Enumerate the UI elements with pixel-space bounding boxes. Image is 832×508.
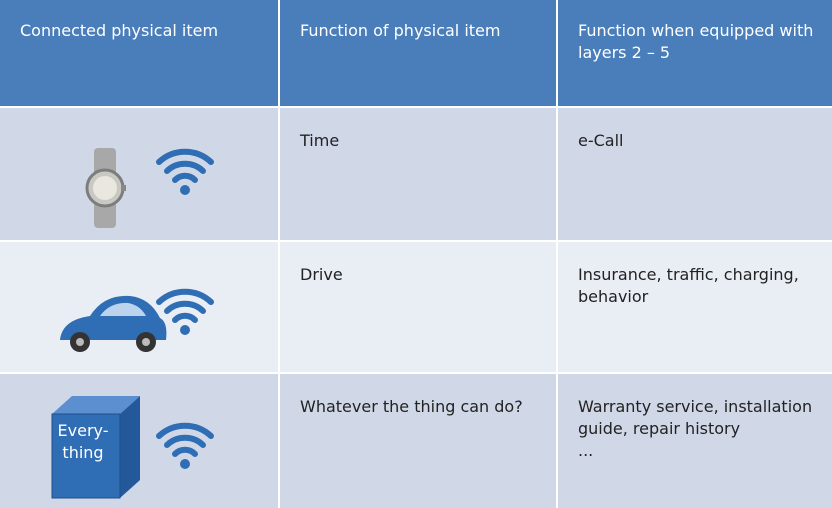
icons	[51, 148, 278, 499]
cell: Warranty service, installation guide, re…	[558, 374, 832, 508]
header-cell: Function when equipped with layers 2 – 5	[558, 0, 832, 106]
header-cell: Function of physical item	[280, 0, 556, 106]
watch-icon	[85, 148, 126, 228]
wifi-icon	[159, 292, 211, 335]
header-cell: Connected physical item	[0, 0, 278, 106]
cell: Insurance, traffic, charging, behavior	[558, 242, 832, 372]
cell: Drive	[280, 242, 556, 372]
wifi-icon	[159, 426, 211, 469]
car-icon	[60, 295, 167, 352]
cube-icon	[51, 396, 140, 499]
wifi-icon	[159, 152, 211, 195]
cell: Whatever the thing can do?	[280, 374, 556, 508]
icon-cell	[0, 108, 278, 240]
cube-label: Every- thing	[57, 421, 109, 462]
cell: Time	[280, 108, 556, 240]
cell: e-Call	[558, 108, 832, 240]
